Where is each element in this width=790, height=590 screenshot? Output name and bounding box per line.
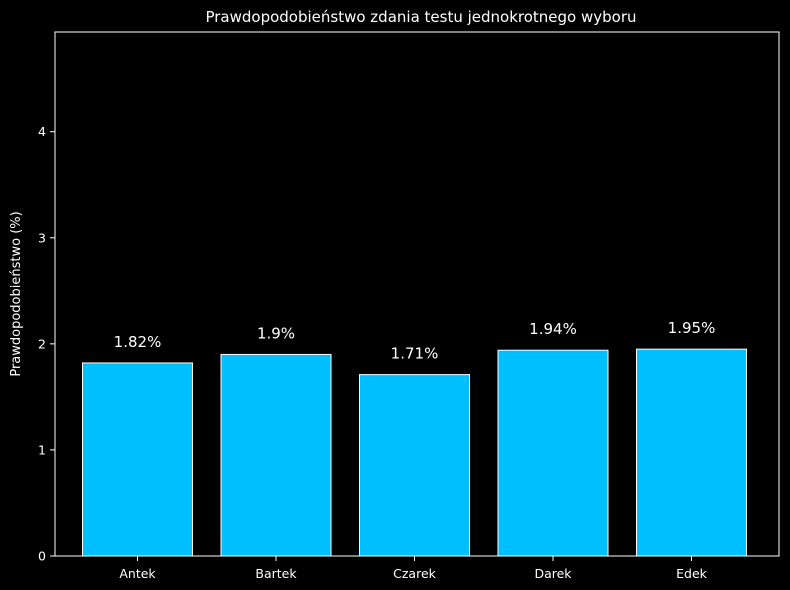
chart-title: Prawdopodobieństwo zdania testu jednokro…: [205, 8, 636, 26]
x-tick-label-bartek: Bartek: [255, 566, 297, 581]
data-label-czarek: 1.71%: [391, 345, 439, 363]
bar-edek: [636, 348, 747, 557]
bar-bartek: [220, 353, 332, 557]
x-tick-label-czarek: Czarek: [393, 566, 437, 581]
data-label-antek: 1.82%: [114, 333, 162, 351]
x-tick-label-darek: Darek: [534, 566, 572, 581]
y-tick-label-1: 1: [38, 442, 46, 457]
bar-darek: [497, 349, 609, 557]
y-tick-label-2: 2: [38, 336, 46, 351]
x-tick-label-antek: Antek: [119, 566, 156, 581]
x-tick-label-edek: Edek: [676, 566, 708, 581]
data-label-bartek: 1.9%: [257, 324, 295, 342]
y-tick-label-3: 3: [38, 230, 46, 245]
data-label-darek: 1.94%: [529, 320, 577, 338]
plot-frame: [54, 31, 780, 557]
y-axis-title: Prawdopodobieństwo (%): [9, 211, 24, 376]
y-tick-label-4: 4: [38, 124, 46, 139]
bar-czarek: [359, 374, 470, 557]
plot-area: 1.82% Antek 1.9% Bartek 1.71% Czarek 1.94% Dare…: [38, 31, 780, 581]
bar-antek: [82, 362, 193, 557]
y-tick-label-0: 0: [38, 549, 46, 564]
data-label-edek: 1.95%: [668, 319, 716, 337]
